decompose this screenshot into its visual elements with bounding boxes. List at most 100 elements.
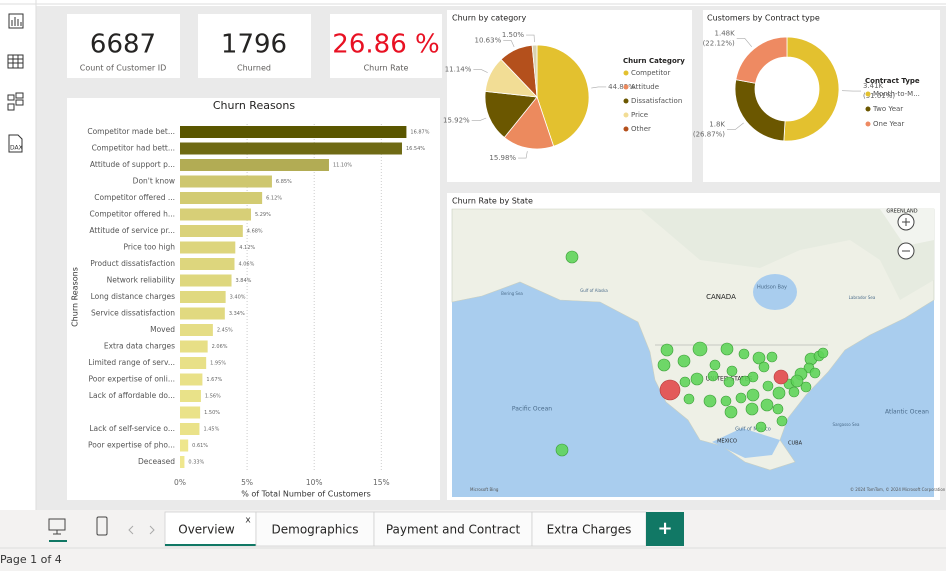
legend-marker	[623, 70, 629, 76]
legend-label: Other	[631, 125, 651, 133]
legend-label: Price	[631, 111, 648, 119]
map-bubble	[772, 386, 786, 400]
value-label: 1.95%	[210, 361, 226, 367]
tab-label[interactable]: Overview	[178, 523, 235, 537]
page-tab[interactable]	[531, 511, 647, 547]
legend-marker	[623, 112, 629, 118]
map-bubble	[659, 379, 681, 401]
data-label: 1.50%	[502, 31, 525, 39]
legend-label: Dissatisfaction	[631, 97, 682, 105]
leader-line	[736, 38, 753, 47]
legend-label: Competitor	[631, 69, 670, 77]
dax-view-icon[interactable]	[8, 134, 23, 153]
value-label: 4.06%	[238, 262, 254, 268]
map-bubble	[690, 372, 704, 386]
map-bubble	[772, 403, 784, 415]
leader-line	[727, 122, 744, 130]
map-bubble	[660, 343, 674, 357]
map-bubble	[762, 380, 774, 392]
close-tab[interactable]: x	[245, 516, 251, 526]
add-page-button[interactable]	[646, 512, 684, 546]
map-bubble	[800, 381, 812, 393]
tab-label[interactable]: Payment and Contract	[386, 523, 521, 537]
bar	[180, 142, 402, 155]
mobile-view[interactable]	[96, 516, 108, 536]
add-page-text[interactable]: +	[657, 518, 672, 539]
y-axis-title: Churn Reasons	[71, 267, 80, 327]
leader-line	[526, 34, 535, 43]
data-label: 1.8K	[709, 121, 725, 129]
legend-marker	[865, 121, 871, 127]
map-bubble	[746, 388, 760, 402]
map-bubble	[817, 347, 829, 359]
bar	[180, 340, 208, 353]
kpi-value: 26.86 %	[332, 30, 439, 60]
slice	[735, 36, 788, 84]
chart-title: Churn Reasons	[213, 99, 296, 112]
map-bubble	[739, 375, 751, 387]
map-bubble	[735, 392, 747, 404]
map-bubble	[758, 361, 770, 373]
data-label: 11.14%	[445, 66, 472, 74]
tab-label[interactable]: Extra Charges	[547, 523, 632, 537]
map-label: CUBA	[788, 441, 803, 447]
value-label: 4.68%	[247, 229, 263, 235]
bar	[180, 159, 329, 171]
tabs: Overview Demographics Payment and Contract…	[164, 511, 647, 547]
view-icons[interactable]	[48, 516, 108, 542]
model-view-icon[interactable]	[7, 94, 15, 101]
value-label: 3.34%	[229, 311, 245, 317]
page-tab[interactable]	[255, 511, 375, 547]
bar	[180, 357, 207, 369]
legend-title: Churn Category	[623, 57, 685, 65]
category-label: Lack of affordable do...	[89, 391, 175, 400]
bar	[180, 373, 203, 386]
map-bubble	[555, 443, 569, 457]
category-label: Network reliability	[107, 276, 176, 285]
map-bubble	[657, 358, 671, 372]
zoom-controls[interactable]	[897, 213, 915, 260]
map-label: Atlantic Ocean	[885, 409, 929, 416]
report-view-icon[interactable]	[8, 13, 24, 29]
leader-line	[503, 40, 515, 48]
kpi-label: Churned	[237, 64, 271, 73]
category-label: Poor expertise of onli...	[89, 375, 175, 384]
map-bubble	[773, 369, 789, 385]
kpi-label: Count of Customer ID	[80, 64, 166, 73]
bar	[180, 291, 226, 303]
legend-label: One Year	[873, 120, 904, 128]
value-label: 4.12%	[239, 245, 255, 251]
bar	[180, 126, 407, 138]
kpi-card	[67, 14, 180, 78]
map-bubble	[760, 398, 774, 412]
data-label: 3.41K	[863, 82, 884, 90]
tab-scroll-arrows[interactable]	[128, 525, 155, 535]
value-label: 16.54%	[406, 146, 425, 152]
map-label: CANADA	[706, 293, 736, 301]
category-label: Service dissatisfaction	[91, 309, 175, 318]
category-label: Lack of self-service o...	[89, 424, 175, 433]
hudson-bay	[753, 274, 797, 310]
value-label: 16.87%	[410, 130, 429, 136]
value-label: 6.12%	[266, 196, 282, 202]
map-bubble	[709, 359, 721, 371]
bar	[180, 439, 189, 452]
value-label: 3.84%	[236, 278, 252, 284]
chart-title: Churn Rate by State	[452, 197, 533, 206]
map-label: Labrador Sea	[849, 295, 876, 300]
bar	[180, 175, 272, 188]
value-label: 0.61%	[192, 443, 208, 449]
table-view-icon[interactable]	[7, 54, 24, 69]
bar	[180, 456, 185, 468]
category-label: Moved	[150, 325, 175, 334]
bar	[180, 324, 213, 336]
map-label: Gulf of Alaska	[580, 288, 608, 293]
tab-label[interactable]: Demographics	[272, 523, 359, 537]
map-label: Hudson Bay	[757, 285, 787, 291]
category-label: Competitor made bet...	[87, 127, 175, 136]
map-label: Bering Sea	[501, 291, 523, 296]
status-bar	[0, 548, 946, 571]
sidebar-icons[interactable]	[7, 13, 24, 153]
data-label: 10.63%	[475, 37, 502, 45]
map-bubble	[707, 370, 719, 382]
